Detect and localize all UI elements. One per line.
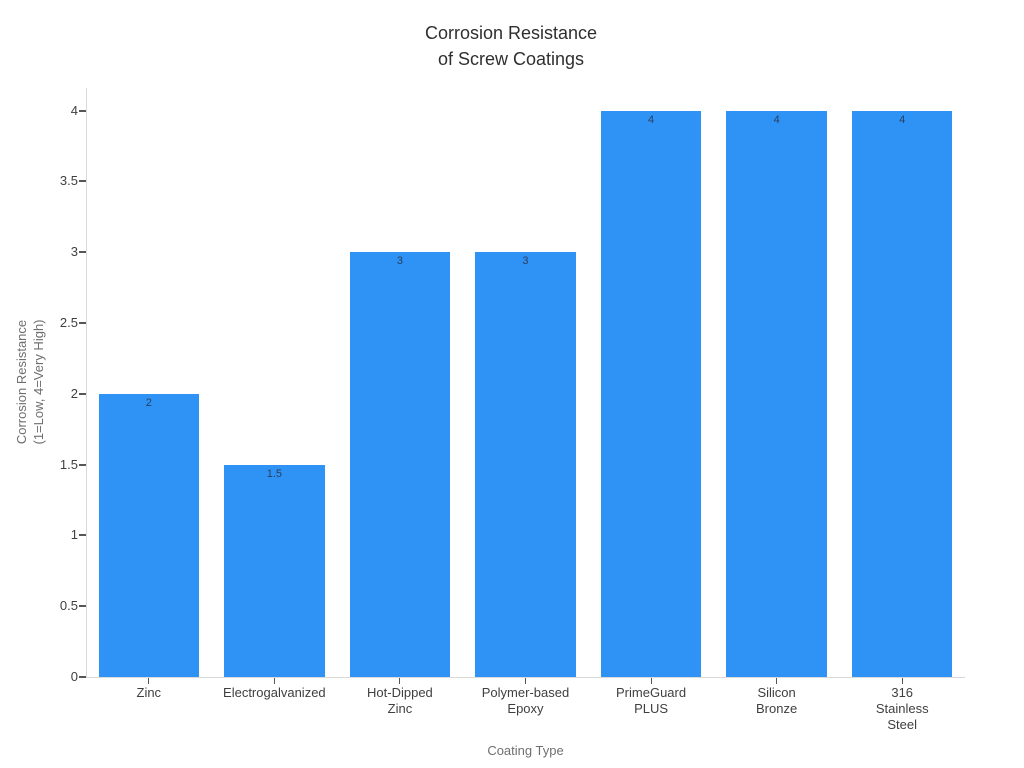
y-tick-mark bbox=[79, 322, 86, 325]
x-tick-label: Silicon Bronze bbox=[756, 685, 798, 716]
y-tick-label: 2.5 bbox=[59, 315, 78, 331]
x-tick-mark bbox=[650, 678, 652, 684]
chart-title: Corrosion Resistance of Screw Coatings bbox=[424, 23, 598, 69]
x-tick-label: Zinc bbox=[136, 685, 162, 700]
x-tick-label: Polymer-based Epoxy bbox=[481, 685, 570, 716]
x-axis-line bbox=[86, 677, 965, 678]
y-tick-label: 0 bbox=[70, 669, 78, 684]
bar-value-label: 2 bbox=[145, 396, 152, 409]
y-tick-mark bbox=[79, 180, 86, 183]
bar bbox=[475, 252, 576, 677]
y-tick-mark bbox=[79, 463, 86, 466]
x-tick-mark bbox=[776, 678, 778, 684]
y-tick-mark bbox=[79, 534, 86, 537]
x-tick-mark bbox=[525, 678, 526, 684]
y-tick-mark bbox=[79, 109, 86, 112]
bar bbox=[98, 393, 199, 677]
bar bbox=[349, 252, 451, 677]
bar-value-label: 1.5 bbox=[266, 467, 282, 480]
x-axis-title: Coating Type bbox=[487, 743, 564, 758]
y-tick-label: 4 bbox=[70, 102, 78, 118]
y-tick-label: 2 bbox=[70, 385, 78, 401]
bar bbox=[851, 110, 953, 677]
bar bbox=[726, 110, 827, 677]
y-tick-mark bbox=[79, 392, 86, 395]
x-tick-mark bbox=[148, 678, 150, 684]
bar-value-label: 3 bbox=[522, 255, 529, 268]
bar-value-label: 3 bbox=[396, 255, 403, 268]
bar-value-label: 4 bbox=[647, 113, 655, 126]
x-tick-mark bbox=[901, 678, 903, 684]
bar bbox=[600, 110, 702, 677]
y-tick-mark bbox=[79, 251, 86, 254]
y-axis-line bbox=[86, 88, 87, 678]
y-tick-mark bbox=[79, 676, 86, 678]
x-tick-mark bbox=[399, 678, 401, 684]
x-tick-mark bbox=[273, 678, 275, 684]
y-tick-label: 3 bbox=[70, 244, 78, 260]
y-tick-label: 0.5 bbox=[59, 598, 78, 614]
x-tick-label: Electrogalvanized bbox=[223, 685, 326, 700]
y-tick-label: 1.5 bbox=[59, 456, 78, 472]
y-tick-mark bbox=[79, 605, 86, 608]
x-tick-label: Hot-Dipped Zinc bbox=[367, 685, 433, 716]
bar bbox=[224, 464, 325, 677]
y-tick-label: 3.5 bbox=[59, 173, 78, 189]
x-tick-label: PrimeGuard PLUS bbox=[616, 685, 687, 716]
bar-value-label: 4 bbox=[899, 113, 906, 126]
bar-value-label: 4 bbox=[773, 113, 780, 126]
y-tick-label: 1 bbox=[70, 527, 78, 543]
x-tick-label: 316 Stainless Steel bbox=[875, 685, 929, 732]
